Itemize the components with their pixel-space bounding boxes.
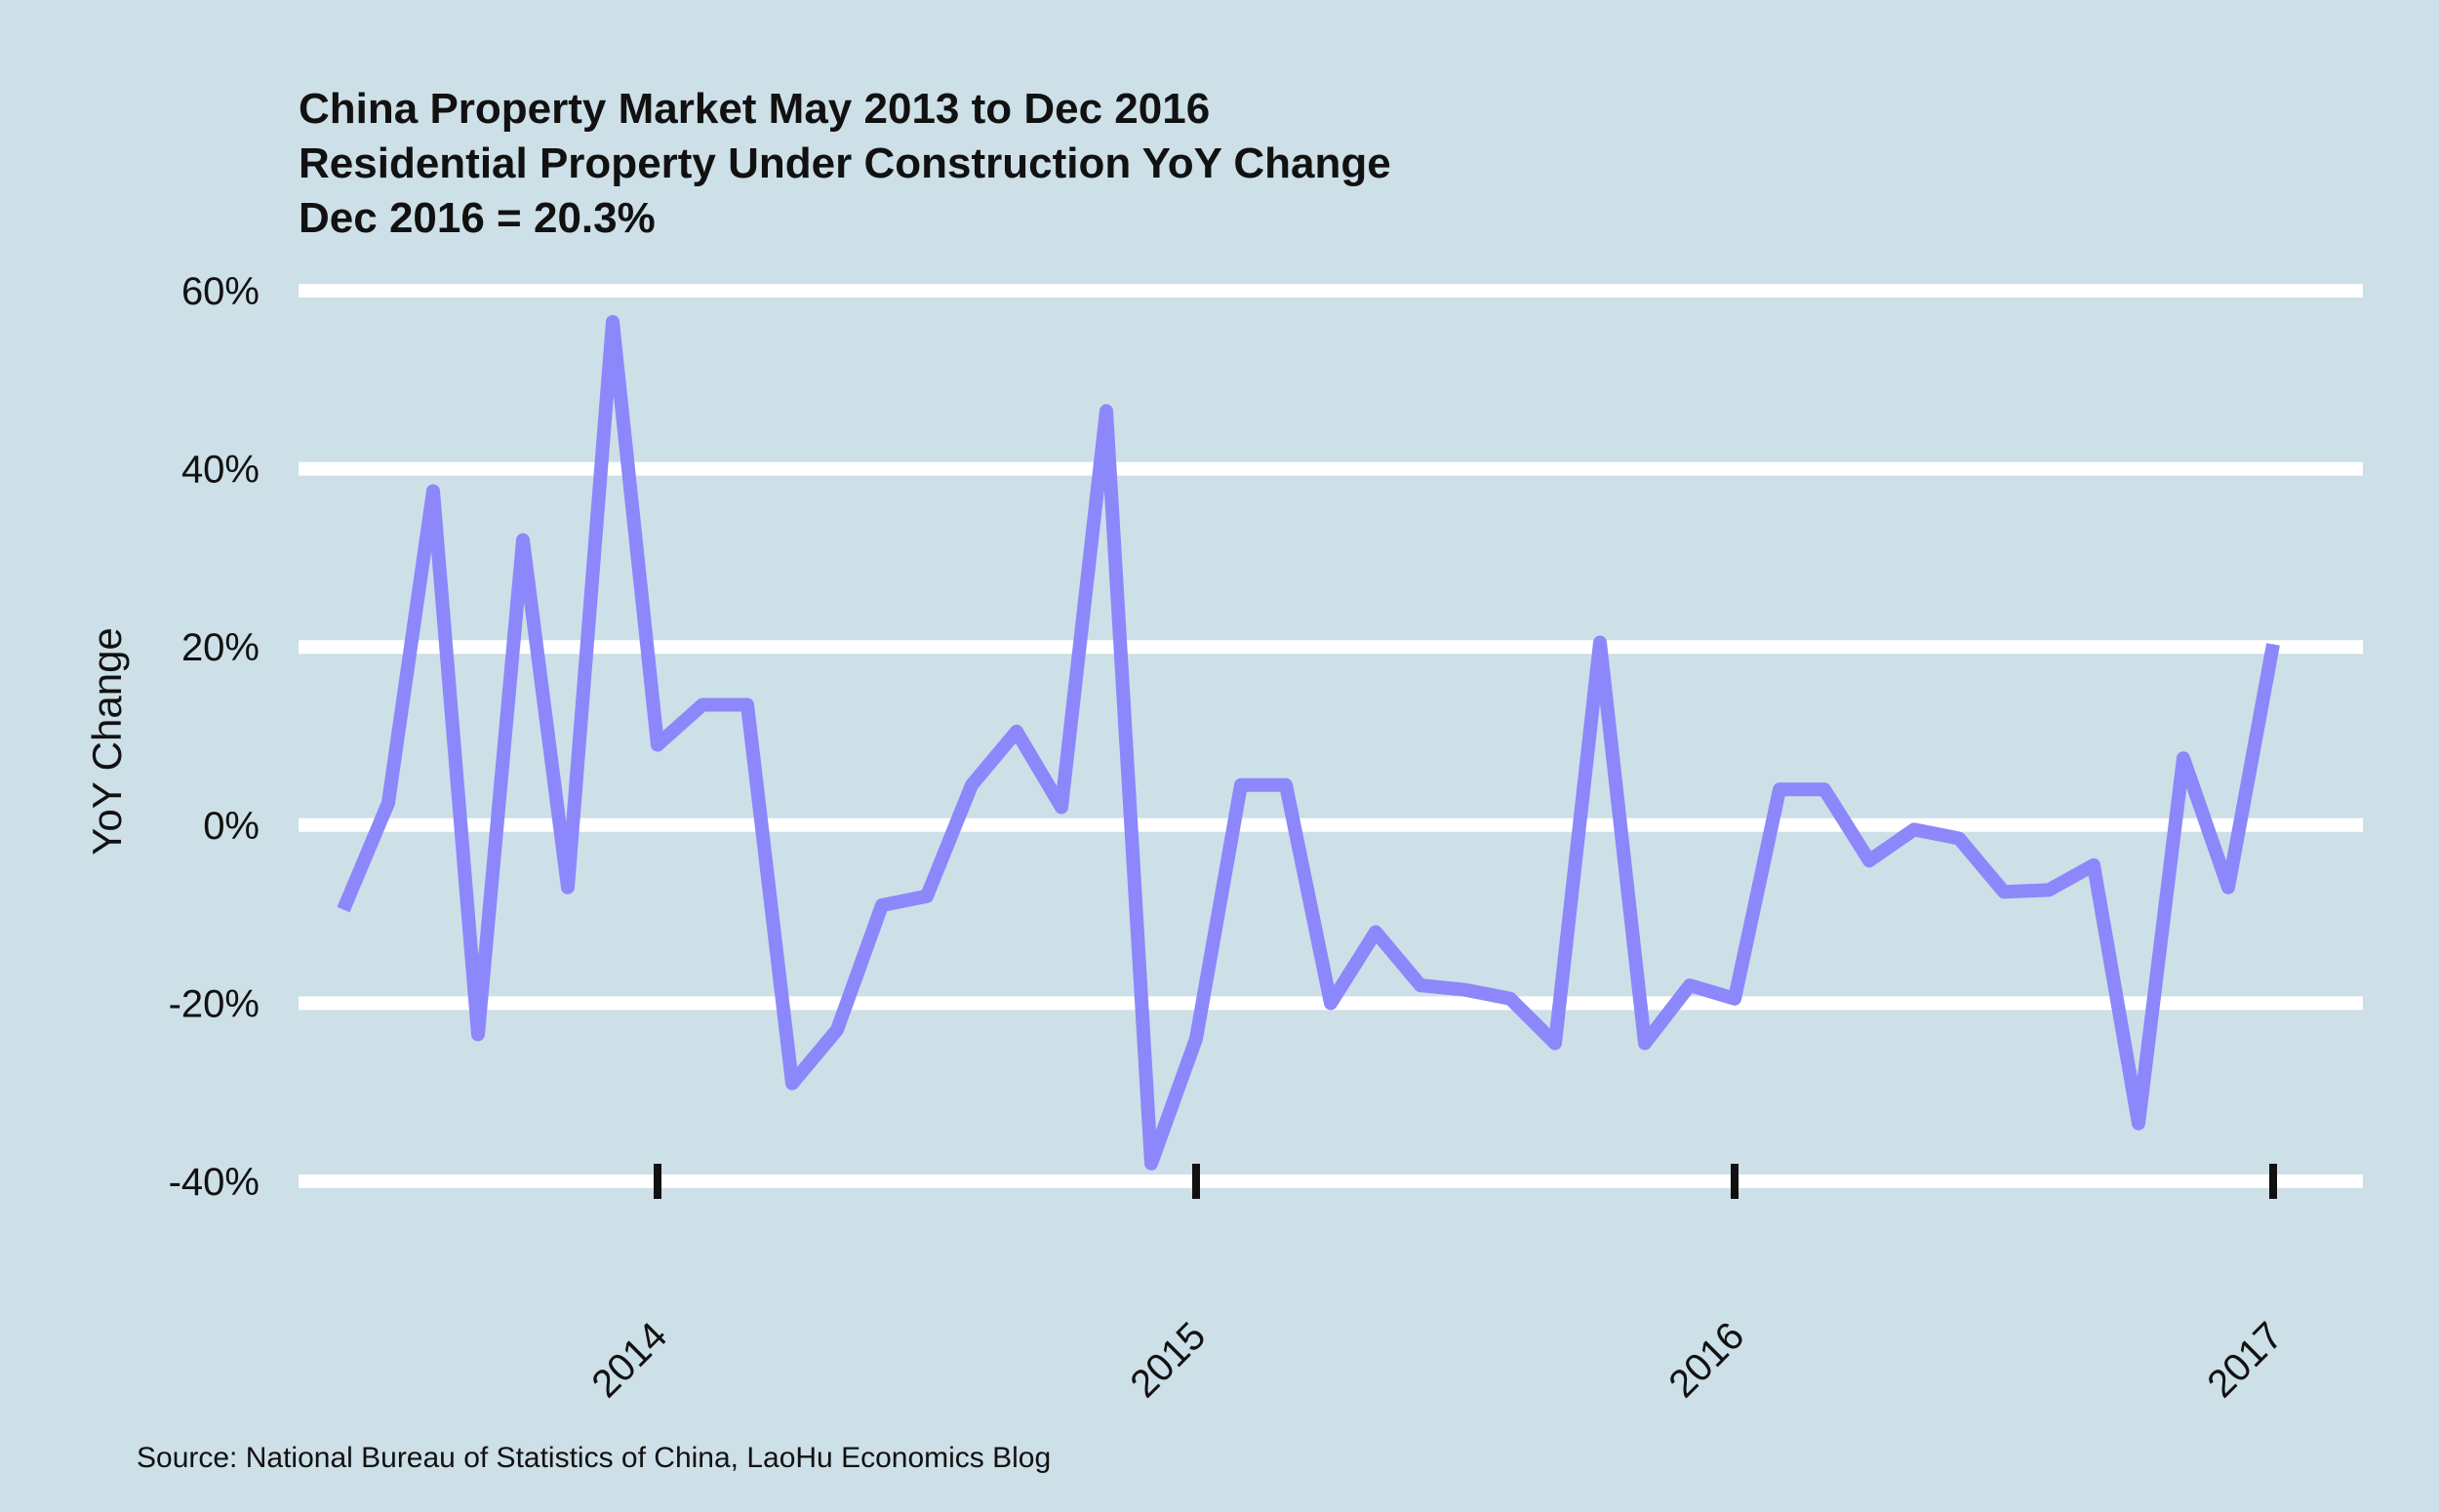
data-point — [701, 704, 703, 706]
data-point — [1240, 784, 1242, 786]
data-point — [1913, 828, 1915, 830]
data-point — [522, 539, 524, 541]
data-point — [2182, 757, 2184, 759]
data-point — [2048, 889, 2050, 891]
data-point — [1419, 984, 1421, 986]
data-point — [342, 909, 344, 911]
data-point — [1060, 807, 1062, 809]
data-point — [791, 1083, 793, 1085]
data-point — [836, 1029, 838, 1031]
y-tick-label: -40% — [169, 1161, 260, 1204]
data-point — [1554, 1042, 1556, 1044]
data-point — [971, 784, 973, 786]
data-point — [1285, 784, 1287, 786]
data-point — [1734, 998, 1736, 1000]
data-point — [387, 802, 389, 804]
series-line-0 — [337, 315, 2280, 1171]
data-point — [1958, 837, 1960, 839]
data-point — [881, 904, 883, 906]
y-axis-tick-labels: 60% 40% 20% 0% -20% -40% — [169, 270, 260, 1204]
data-point — [1375, 931, 1377, 933]
data-point — [1599, 642, 1601, 644]
chart-title: China Property Market May 2013 to Dec 20… — [299, 85, 1391, 242]
data-point — [432, 490, 434, 492]
data-point — [1150, 1163, 1152, 1165]
data-point — [1330, 1002, 1332, 1004]
source-caption: Source: National Bureau of Statistics of… — [137, 1442, 1051, 1474]
data-point — [1689, 984, 1691, 986]
data-point — [2272, 643, 2274, 645]
y-tick-label: 40% — [181, 449, 260, 492]
data-point — [1509, 998, 1511, 1000]
data-point — [1016, 731, 1018, 733]
data-point — [1105, 410, 1107, 412]
data-point — [1195, 1038, 1197, 1040]
data-point — [477, 1033, 479, 1035]
data-point — [1868, 859, 1870, 861]
title-line-3: Dec 2016 = 20.3% — [299, 194, 656, 242]
data-point — [1644, 1042, 1646, 1044]
data-point — [1464, 989, 1466, 991]
y-tick-label: 60% — [181, 270, 260, 313]
data-point — [926, 895, 928, 897]
data-point — [1779, 788, 1780, 790]
y-axis-label: YoY Change — [84, 627, 130, 855]
data-point — [2093, 864, 2095, 866]
y-tick-label: -20% — [169, 982, 260, 1025]
title-line-2: Residential Property Under Construction … — [299, 139, 1391, 187]
data-point — [2227, 887, 2229, 889]
title-line-1: China Property Market May 2013 to Dec 20… — [299, 85, 1210, 133]
y-tick-label: 0% — [203, 805, 260, 848]
data-point — [1823, 788, 1825, 790]
data-point — [567, 887, 569, 889]
data-point — [657, 744, 659, 746]
data-point — [2003, 891, 2005, 893]
data-point — [612, 321, 614, 323]
y-tick-label: 20% — [181, 626, 260, 669]
series-group — [337, 315, 2280, 1171]
data-point — [746, 704, 748, 706]
